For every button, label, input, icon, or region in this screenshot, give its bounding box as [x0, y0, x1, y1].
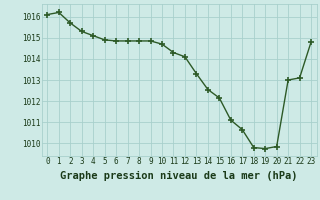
X-axis label: Graphe pression niveau de la mer (hPa): Graphe pression niveau de la mer (hPa) [60, 171, 298, 181]
